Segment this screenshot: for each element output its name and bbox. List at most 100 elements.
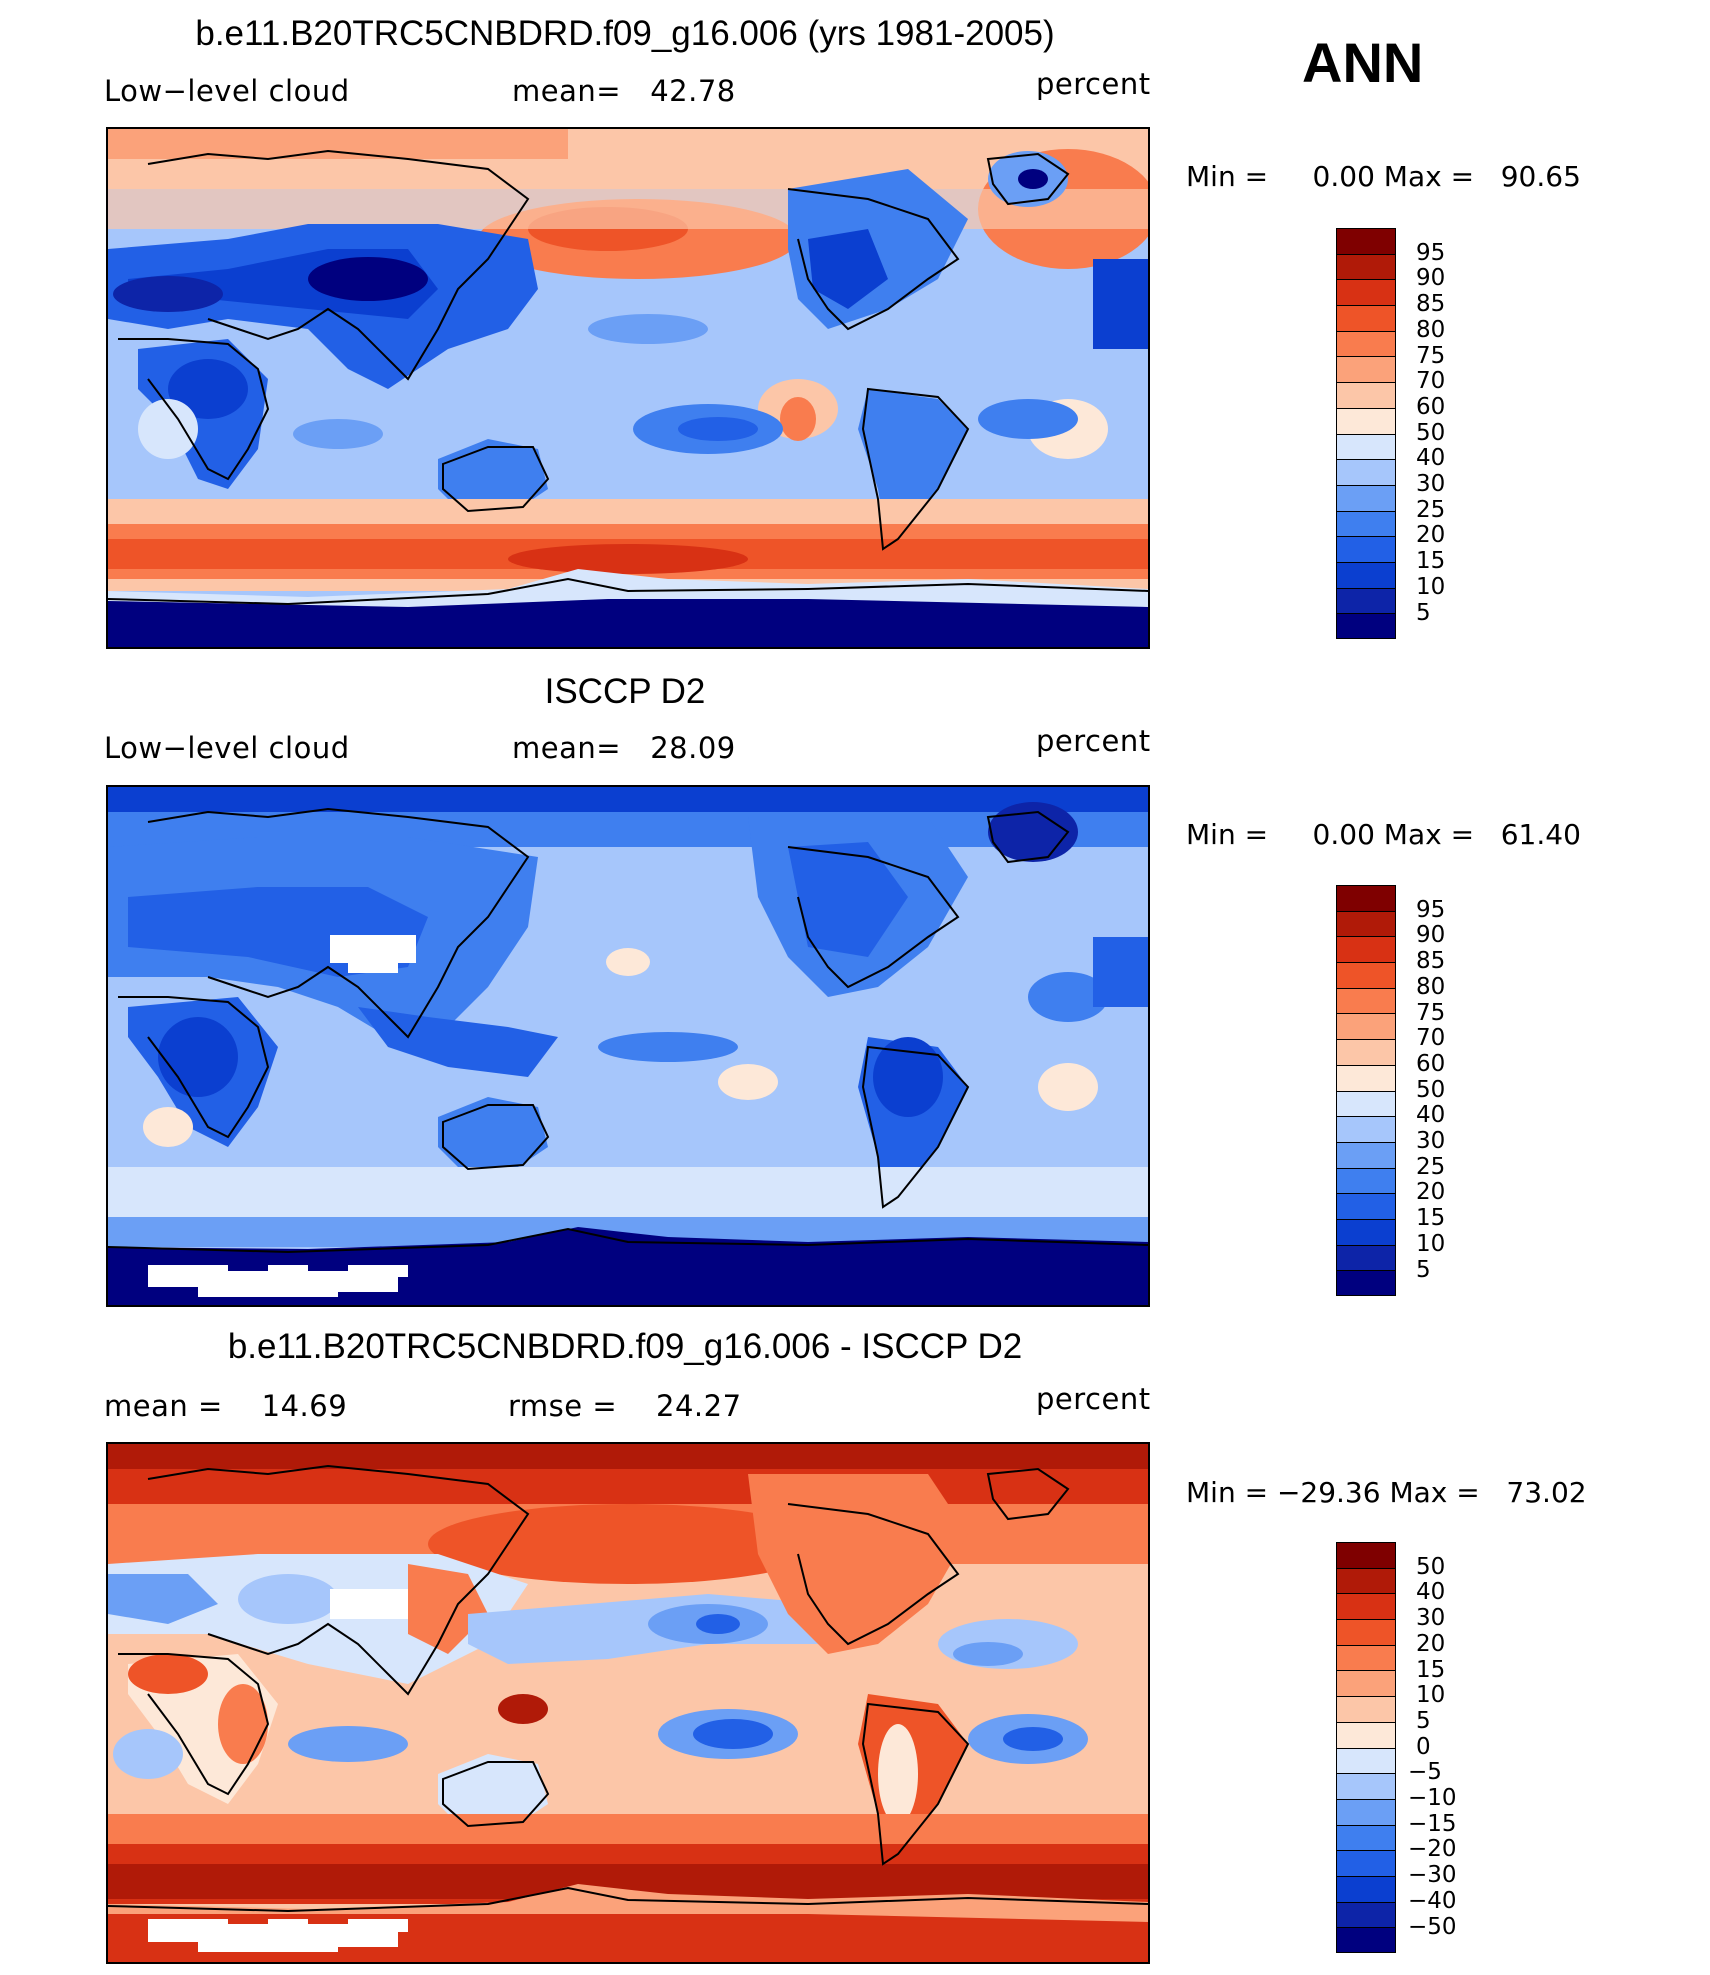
colorbar-tick-label: 10	[1416, 573, 1446, 600]
panel-2-variable-label: Low−level cloud	[104, 731, 350, 765]
colorbar-swatch	[1336, 1244, 1396, 1271]
colorbar-tick-label: 40	[1416, 1579, 1446, 1606]
panel-1-minmax: Min = 0.00 Max = 90.65	[1186, 160, 1581, 193]
panel-3-mean-label: mean = 14.69	[104, 1389, 348, 1423]
colorbar-swatch	[1336, 1696, 1396, 1722]
colorbar-swatch	[1336, 305, 1396, 331]
panel-3-minmax: Min = −29.36 Max = 73.02	[1186, 1476, 1587, 1509]
panel-3-units-label: percent	[1036, 1382, 1151, 1416]
colorbar-swatch	[1336, 1141, 1396, 1168]
colorbar-tick-label: 10	[1416, 1230, 1446, 1257]
colorbar-swatch	[1336, 1773, 1396, 1799]
colorbar-tick-label: 90	[1416, 265, 1446, 292]
colorbar-swatch	[1336, 228, 1396, 254]
colorbar-tick-label: 10	[1416, 1682, 1446, 1709]
colorbar-swatch	[1336, 1064, 1396, 1091]
panel-2-minmax: Min = 0.00 Max = 61.40	[1186, 818, 1581, 851]
colorbar-swatch	[1336, 1644, 1396, 1671]
panel-1-colorbar	[1336, 228, 1398, 639]
colorbar-swatch	[1336, 253, 1396, 280]
colorbar-swatch	[1336, 1670, 1396, 1697]
colorbar-swatch	[1336, 1270, 1396, 1296]
panel-2-colorbar	[1336, 885, 1398, 1296]
panel-3-rmse-label: rmse = 24.27	[508, 1389, 742, 1423]
panel-2-units-label: percent	[1036, 724, 1151, 758]
colorbar-swatch	[1336, 382, 1396, 408]
colorbar-tick-label: 5	[1416, 1256, 1431, 1283]
colorbar-tick-label: 60	[1416, 1050, 1446, 1077]
colorbar-tick-label: 75	[1416, 999, 1446, 1026]
colorbar-tick-label: 70	[1416, 368, 1446, 395]
panel-2-map	[106, 785, 1150, 1307]
colorbar-swatch	[1336, 910, 1396, 937]
colorbar-swatch	[1336, 1798, 1396, 1825]
colorbar-swatch	[1336, 1901, 1396, 1928]
colorbar-tick-label: −20	[1408, 1836, 1457, 1863]
colorbar-tick-label: 95	[1416, 896, 1446, 923]
panel-3-colorbar	[1336, 1542, 1398, 1953]
colorbar-tick-label: 60	[1416, 393, 1446, 420]
colorbar-swatch	[1336, 1824, 1396, 1851]
colorbar-tick-label: 90	[1416, 922, 1446, 949]
panel-1-mean-label: mean= 42.78	[512, 74, 736, 108]
colorbar-tick-label: 50	[1416, 1076, 1446, 1103]
colorbar-tick-label: 70	[1416, 1025, 1446, 1052]
colorbar-swatch	[1336, 459, 1396, 485]
colorbar-swatch	[1336, 613, 1396, 639]
colorbar-swatch	[1336, 484, 1396, 511]
colorbar-swatch	[1336, 510, 1396, 537]
colorbar-swatch	[1336, 1542, 1396, 1568]
colorbar-tick-label: 5	[1416, 599, 1431, 626]
colorbar-tick-label: 80	[1416, 973, 1446, 1000]
colorbar-swatch	[1336, 1167, 1396, 1194]
colorbar-tick-label: 15	[1416, 1205, 1446, 1232]
colorbar-tick-label: −15	[1408, 1810, 1457, 1837]
colorbar-swatch	[1336, 962, 1396, 988]
colorbar-tick-label: 40	[1416, 1102, 1446, 1129]
colorbar-tick-label: 20	[1416, 1179, 1446, 1206]
colorbar-swatch	[1336, 1218, 1396, 1245]
colorbar-tick-label: 25	[1416, 496, 1446, 523]
colorbar-tick-label: 30	[1416, 1128, 1446, 1154]
colorbar-swatch	[1336, 536, 1396, 562]
panel-1-map	[106, 127, 1150, 649]
colorbar-swatch	[1336, 1090, 1396, 1117]
colorbar-swatch	[1336, 561, 1396, 588]
colorbar-swatch	[1336, 1875, 1396, 1902]
colorbar-tick-label: 75	[1416, 342, 1446, 369]
colorbar-tick-label: 20	[1416, 1630, 1446, 1657]
colorbar-tick-label: 5	[1416, 1707, 1431, 1734]
colorbar-tick-label: −10	[1408, 1785, 1457, 1811]
colorbar-swatch	[1336, 1850, 1396, 1876]
colorbar-tick-label: 40	[1416, 445, 1446, 472]
colorbar-tick-label: −40	[1408, 1887, 1457, 1914]
panel-1-map-field	[108, 129, 1148, 647]
panel-3-title: b.e11.B20TRC5CNBDRD.f09_g16.006 - ISCCP …	[227, 1327, 1023, 1366]
colorbar-swatch	[1336, 1116, 1396, 1142]
colorbar-swatch	[1336, 587, 1396, 614]
colorbar-tick-label: −30	[1408, 1862, 1457, 1889]
colorbar-swatch	[1336, 1927, 1396, 1953]
colorbar-swatch	[1336, 987, 1396, 1014]
colorbar-tick-label: −50	[1408, 1913, 1457, 1940]
season-label: ANN	[1302, 31, 1424, 94]
colorbar-swatch	[1336, 1567, 1396, 1594]
colorbar-tick-label: 30	[1416, 1605, 1446, 1632]
colorbar-tick-label: 15	[1416, 1656, 1446, 1683]
colorbar-tick-label: 15	[1416, 548, 1446, 575]
colorbar-tick-label: 85	[1416, 948, 1446, 975]
panel-2-map-field	[108, 787, 1148, 1305]
colorbar-swatch	[1336, 1039, 1396, 1065]
colorbar-swatch	[1336, 1619, 1396, 1645]
colorbar-swatch	[1336, 1747, 1396, 1774]
colorbar-swatch	[1336, 1013, 1396, 1040]
colorbar-tick-label: 20	[1416, 522, 1446, 549]
colorbar-swatch	[1336, 936, 1396, 963]
panel-3-map	[106, 1442, 1150, 1964]
colorbar-swatch	[1336, 407, 1396, 434]
panel-2-title: ISCCP D2	[544, 672, 706, 711]
colorbar-swatch	[1336, 1193, 1396, 1219]
colorbar-swatch	[1336, 330, 1396, 357]
colorbar-tick-label: 85	[1416, 291, 1446, 318]
colorbar-tick-label: 30	[1416, 471, 1446, 497]
